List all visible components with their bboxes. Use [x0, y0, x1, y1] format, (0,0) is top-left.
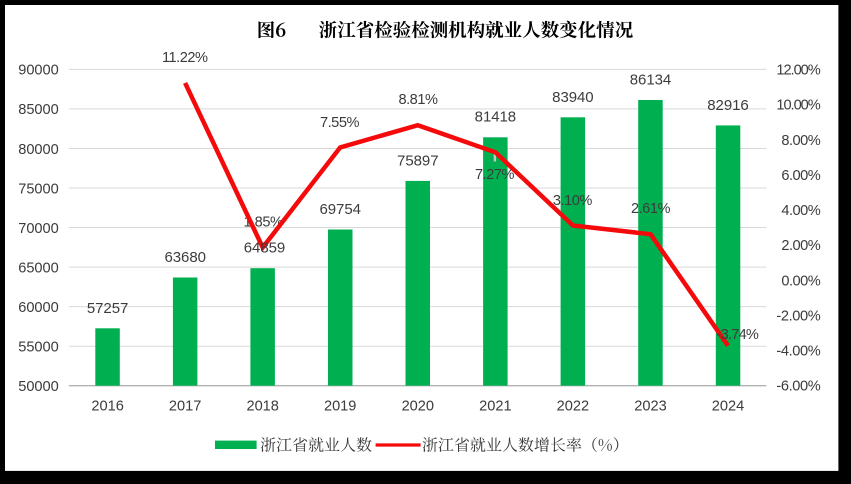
svg-text:64859: 64859 [244, 240, 286, 257]
svg-text:3.10%: 3.10% [553, 193, 593, 209]
svg-text:69754: 69754 [319, 201, 361, 218]
svg-text:2022: 2022 [557, 399, 589, 415]
svg-text:-3.74%: -3.74% [717, 327, 759, 343]
svg-text:82916: 82916 [707, 97, 749, 114]
svg-text:60000: 60000 [18, 300, 59, 316]
svg-text:-4.00%: -4.00% [776, 344, 820, 360]
svg-text:8.81%: 8.81% [398, 92, 438, 108]
svg-text:55000: 55000 [18, 340, 59, 356]
svg-text:83940: 83940 [552, 89, 594, 106]
svg-text:-6.00%: -6.00% [776, 379, 820, 395]
svg-text:57257: 57257 [87, 300, 129, 317]
svg-text:2021: 2021 [479, 399, 511, 415]
svg-text:6.00%: 6.00% [781, 168, 820, 184]
svg-text:81418: 81418 [475, 109, 517, 126]
svg-text:2020: 2020 [402, 399, 434, 415]
svg-text:75000: 75000 [18, 181, 59, 197]
svg-text:75897: 75897 [397, 152, 439, 169]
svg-text:50000: 50000 [18, 379, 59, 395]
svg-text:-2.00%: -2.00% [776, 308, 820, 324]
svg-text:86134: 86134 [630, 71, 672, 88]
svg-text:85000: 85000 [18, 102, 59, 118]
svg-text:11.22%: 11.22% [162, 50, 208, 66]
svg-text:4.00%: 4.00% [781, 203, 820, 219]
svg-text:2.00%: 2.00% [781, 238, 820, 254]
svg-text:0.00%: 0.00% [781, 273, 820, 289]
svg-text:65000: 65000 [18, 260, 59, 276]
svg-text:70000: 70000 [18, 221, 59, 237]
svg-text:7.27%: 7.27% [475, 167, 515, 183]
svg-text:90000: 90000 [18, 63, 59, 79]
svg-text:12.00%: 12.00% [776, 63, 820, 79]
svg-text:2016: 2016 [91, 399, 123, 415]
svg-text:2017: 2017 [169, 399, 201, 415]
svg-text:2024: 2024 [712, 399, 744, 415]
svg-text:2018: 2018 [246, 399, 278, 415]
svg-text:2023: 2023 [634, 399, 666, 415]
svg-text:7.55%: 7.55% [320, 115, 360, 131]
svg-text:80000: 80000 [18, 142, 59, 158]
svg-text:2.61%: 2.61% [631, 201, 671, 217]
svg-text:2019: 2019 [324, 399, 356, 415]
svg-text:63680: 63680 [164, 249, 206, 266]
svg-text:10.00%: 10.00% [776, 98, 820, 114]
svg-text:8.00%: 8.00% [781, 133, 820, 149]
